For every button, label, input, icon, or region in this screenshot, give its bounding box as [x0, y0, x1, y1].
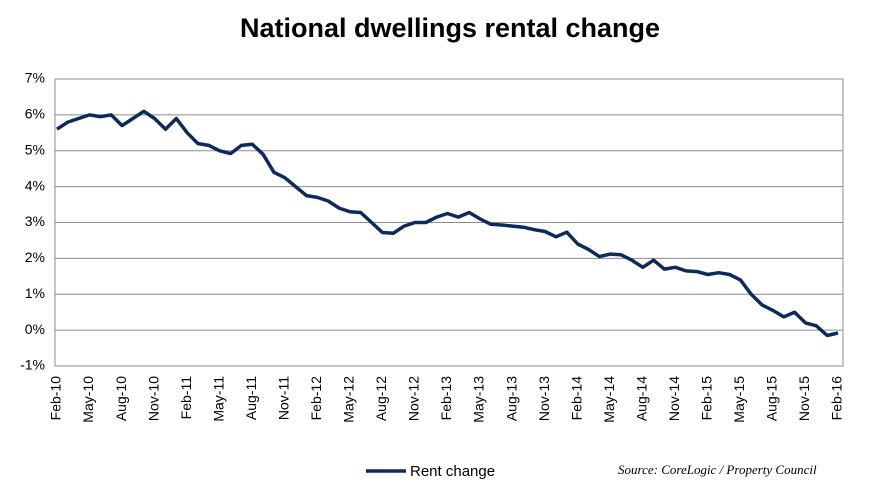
legend-label: Rent change: [410, 463, 495, 480]
x-tick-label: Nov-12: [406, 376, 422, 421]
y-tick-label: 5%: [25, 141, 45, 157]
x-tick-label: May-14: [601, 376, 617, 423]
y-tick-label: 3%: [25, 213, 45, 229]
x-tick-label: Aug-14: [633, 376, 649, 421]
x-tick-label: May-12: [341, 376, 357, 423]
x-tick-label: Feb-10: [48, 376, 64, 421]
x-tick-label: Nov-14: [666, 376, 682, 421]
x-tick-label: Feb-14: [568, 376, 584, 421]
y-tick-label: 6%: [25, 106, 45, 122]
x-tick-label: Aug-10: [113, 376, 129, 421]
y-tick-label: 7%: [25, 70, 45, 86]
source-note: Source: CoreLogic / Property Council: [618, 462, 817, 477]
x-tick-label: May-11: [210, 376, 226, 422]
x-tick-label: Feb-11: [178, 376, 194, 420]
x-tick-label: Nov-11: [275, 376, 291, 420]
x-tick-label: Aug-15: [764, 376, 780, 421]
chart-title: National dwellings rental change: [240, 13, 660, 43]
x-tick-label: May-13: [471, 376, 487, 423]
x-tick-label: Aug-11: [243, 376, 259, 420]
x-tick-label: Feb-15: [699, 376, 715, 421]
data-line: [56, 109, 839, 338]
x-tick-label: Nov-13: [536, 376, 552, 421]
y-tick-label: 4%: [25, 177, 45, 193]
y-tick-label: 1%: [25, 285, 45, 301]
x-tick-label: Aug-12: [373, 376, 389, 421]
x-tick-label: Nov-15: [796, 376, 812, 421]
x-tick-label: Feb-12: [308, 376, 324, 421]
x-tick-label: Aug-13: [503, 376, 519, 421]
y-tick-label: 2%: [25, 249, 45, 265]
y-tick-label: 0%: [25, 321, 45, 337]
x-tick-label: May-15: [731, 376, 747, 423]
x-tick-label: Feb-13: [438, 376, 454, 421]
y-tick-label: -1%: [20, 357, 45, 373]
x-tick-label: Nov-10: [145, 376, 161, 421]
x-tick-label: May-10: [80, 376, 96, 423]
x-tick-label: Feb-16: [829, 376, 845, 421]
plot-border: [54, 78, 844, 367]
